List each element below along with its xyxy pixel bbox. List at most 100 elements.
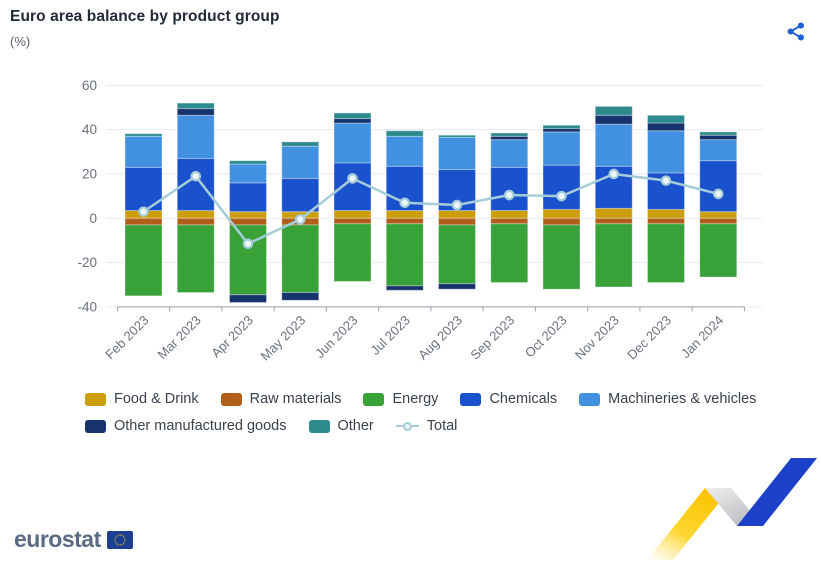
bar-segment-machineries-vehicles[interactable] <box>594 123 633 167</box>
bar-segment-food-drink[interactable] <box>385 210 424 219</box>
bar-segment-other-manufactured-goods[interactable] <box>385 285 424 291</box>
bar-segment-raw-materials[interactable] <box>699 217 738 225</box>
bar-segment-raw-materials[interactable] <box>124 217 163 226</box>
legend-item-raw-materials[interactable]: Raw materials <box>220 391 341 407</box>
bar-segment-energy[interactable] <box>542 224 581 290</box>
bar-segment-chemicals[interactable] <box>542 164 581 210</box>
bar-segment-other-manufactured-goods[interactable] <box>281 292 320 301</box>
bar-segment-other-manufactured-goods[interactable] <box>229 294 267 304</box>
bar-segment-energy[interactable] <box>333 223 372 282</box>
legend-item-energy[interactable]: Energy <box>363 391 438 407</box>
total-marker[interactable] <box>503 189 515 201</box>
bar-segment-other-manufactured-goods[interactable] <box>542 128 581 133</box>
bar-segment-other-manufactured-goods[interactable] <box>176 108 215 116</box>
bar-segment-energy[interactable] <box>124 224 163 297</box>
bar-segment-machineries-vehicles[interactable] <box>176 114 215 159</box>
x-axis-label: Jun 2023 <box>312 313 360 361</box>
total-marker[interactable] <box>451 199 463 211</box>
bar-segment-other[interactable] <box>385 130 424 137</box>
bar-segment-energy[interactable] <box>229 224 267 296</box>
bar-segment-chemicals[interactable] <box>490 166 529 212</box>
bar-segment-food-drink[interactable] <box>490 210 529 219</box>
bar-segment-energy[interactable] <box>176 224 215 294</box>
bar-segment-food-drink[interactable] <box>699 211 738 219</box>
legend-item-total[interactable]: Total <box>395 418 457 434</box>
legend-item-chemicals[interactable]: Chemicals <box>460 391 557 407</box>
bar-segment-energy[interactable] <box>699 223 738 278</box>
total-marker[interactable] <box>556 190 567 202</box>
bar-segment-food-drink[interactable] <box>438 210 476 219</box>
bar-segment-other-manufactured-goods[interactable] <box>333 118 372 124</box>
legend-item-food-drink[interactable]: Food & Drink <box>85 391 199 407</box>
bar-segment-machineries-vehicles[interactable] <box>490 139 529 168</box>
bar-segment-energy[interactable] <box>438 224 476 285</box>
bar-segment-other[interactable] <box>490 132 529 137</box>
total-marker[interactable] <box>608 168 620 180</box>
bar-segment-chemicals[interactable] <box>229 182 267 213</box>
total-marker[interactable] <box>294 214 306 225</box>
bar-segment-other[interactable] <box>542 124 581 130</box>
bar-segment-food-drink[interactable] <box>594 207 633 219</box>
bar-segment-other[interactable] <box>647 114 685 124</box>
bar-segment-other-manufactured-goods[interactable] <box>594 114 633 125</box>
legend-item-other[interactable]: Other <box>308 418 374 434</box>
bar-segment-chemicals[interactable] <box>281 177 320 213</box>
bar-segment-other[interactable] <box>333 112 372 120</box>
bar-segment-raw-materials[interactable] <box>438 217 476 226</box>
x-axis-label: Apr 2023 <box>208 313 256 361</box>
bar-segment-machineries-vehicles[interactable] <box>333 122 372 164</box>
total-marker[interactable] <box>138 206 149 217</box>
bar-segment-energy[interactable] <box>281 224 320 294</box>
legend-item-machineries-vehicles[interactable]: Machineries & vehicles <box>579 391 756 407</box>
bar-segment-machineries-vehicles[interactable] <box>542 131 581 166</box>
total-marker[interactable] <box>190 170 202 182</box>
eurostat-logo[interactable]: eurostat <box>14 526 133 553</box>
bar-segment-other[interactable] <box>438 134 476 138</box>
bar-segment-machineries-vehicles[interactable] <box>438 136 476 171</box>
bar-segment-food-drink[interactable] <box>229 211 267 219</box>
bar-segment-other-manufactured-goods[interactable] <box>438 283 476 290</box>
bar-segment-other[interactable] <box>229 160 267 165</box>
bar-segment-food-drink[interactable] <box>542 208 581 219</box>
bar-segment-raw-materials[interactable] <box>647 217 685 225</box>
bar-segment-food-drink[interactable] <box>176 210 215 219</box>
bar-segment-machineries-vehicles[interactable] <box>647 130 685 174</box>
bar-segment-raw-materials[interactable] <box>385 217 424 225</box>
bar-segment-raw-materials[interactable] <box>594 217 633 225</box>
bar-segment-machineries-vehicles[interactable] <box>281 145 320 179</box>
bar-segment-raw-materials[interactable] <box>176 217 215 226</box>
bar-segment-energy[interactable] <box>647 223 685 284</box>
bar-segment-machineries-vehicles[interactable] <box>699 139 738 162</box>
bar-segment-food-drink[interactable] <box>647 208 685 219</box>
share-button[interactable] <box>783 20 809 46</box>
legend-label: Energy <box>392 391 439 407</box>
bar-segment-other[interactable] <box>699 131 738 136</box>
bar-segment-energy[interactable] <box>385 223 424 287</box>
bar-segment-other-manufactured-goods[interactable] <box>699 134 738 141</box>
total-marker[interactable] <box>347 173 358 184</box>
bar-segment-raw-materials[interactable] <box>490 217 529 225</box>
legend-item-other-manufactured-goods[interactable]: Other manufactured goods <box>85 418 287 434</box>
bar-segment-other[interactable] <box>176 102 215 110</box>
bar-segment-chemicals[interactable] <box>699 160 738 213</box>
total-marker[interactable] <box>399 197 411 209</box>
bar-segment-food-drink[interactable] <box>333 210 372 219</box>
bar-segment-raw-materials[interactable] <box>229 217 267 226</box>
total-marker[interactable] <box>242 238 254 250</box>
bar-segment-energy[interactable] <box>594 223 633 288</box>
bar-segment-other[interactable] <box>594 105 633 116</box>
legend-line-marker <box>395 421 419 431</box>
bar-segment-chemicals[interactable] <box>333 162 372 212</box>
total-marker[interactable] <box>660 175 672 186</box>
bar-segment-machineries-vehicles[interactable] <box>229 163 267 184</box>
total-marker[interactable] <box>712 188 724 200</box>
bar-segment-energy[interactable] <box>490 223 529 284</box>
bar-segment-raw-materials[interactable] <box>333 217 372 225</box>
bar-segment-other-manufactured-goods[interactable] <box>647 122 685 132</box>
bar-segment-machineries-vehicles[interactable] <box>124 135 163 168</box>
bar-segment-other[interactable] <box>281 141 320 147</box>
bar-segment-raw-materials[interactable] <box>542 217 581 226</box>
bar-segment-machineries-vehicles[interactable] <box>385 135 424 167</box>
bar-segment-other[interactable] <box>124 133 163 137</box>
